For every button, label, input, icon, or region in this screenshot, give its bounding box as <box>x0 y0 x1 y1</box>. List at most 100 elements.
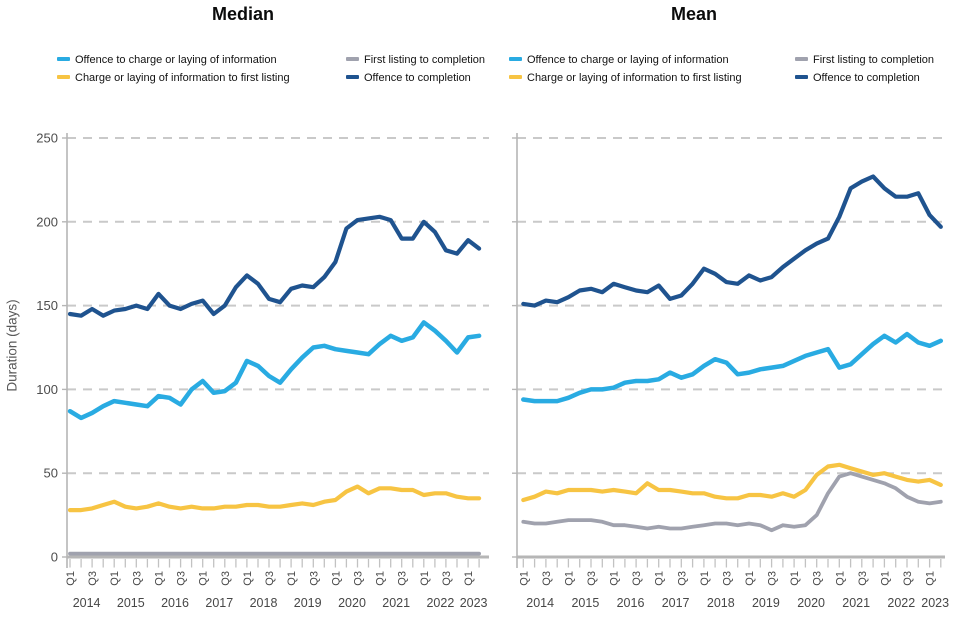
quarter-label: Q3 <box>353 571 365 586</box>
year-label: 2018 <box>250 596 278 610</box>
year-label: 2023 <box>460 596 488 610</box>
legend-item: Offence to charge or laying of informati… <box>57 54 277 68</box>
year-label: 2016 <box>617 596 645 610</box>
quarter-label: Q3 <box>87 571 99 586</box>
quarter-label: Q3 <box>131 571 143 586</box>
quarter-label: Q3 <box>586 571 598 586</box>
quarter-label: Q1 <box>109 571 121 586</box>
year-label: 2019 <box>294 596 322 610</box>
year-label: 2014 <box>73 596 101 610</box>
quarter-label: Q3 <box>176 571 188 586</box>
quarter-label: Q3 <box>767 571 779 586</box>
quarter-label: Q1 <box>654 571 666 586</box>
year-label: 2023 <box>921 596 949 610</box>
legend-label: Charge or laying of information to first… <box>75 72 290 85</box>
legend-item: Offence to completion <box>346 72 471 86</box>
quarter-label: Q3 <box>397 571 409 586</box>
legend-swatch-cyan <box>57 57 70 62</box>
quarter-label: Q1 <box>375 571 387 586</box>
legend-swatch-yellow <box>57 75 70 80</box>
y-tick-label: 100 <box>36 382 58 397</box>
quarter-label: Q3 <box>220 571 232 586</box>
quarter-label: Q1 <box>463 571 475 586</box>
quarter-label: Q3 <box>676 571 688 586</box>
series-line <box>67 214 482 318</box>
year-label: 2020 <box>797 596 825 610</box>
quarter-label: Q1 <box>879 571 891 586</box>
quarter-label: Q3 <box>441 571 453 586</box>
y-tick-label: 200 <box>36 214 58 229</box>
year-label: 2017 <box>662 596 690 610</box>
year-label: 2022 <box>426 596 454 610</box>
year-label: 2022 <box>887 596 915 610</box>
quarter-label: Q1 <box>242 571 254 586</box>
series-line <box>521 462 943 503</box>
quarter-label: Q1 <box>609 571 621 586</box>
quarter-label: Q1 <box>154 571 166 586</box>
legend-label: Offence to completion <box>813 72 920 85</box>
quarter-label: Q1 <box>789 571 801 586</box>
year-label: 2015 <box>117 596 145 610</box>
year-label: 2018 <box>707 596 735 610</box>
y-axis-label: Duration (days) <box>4 299 20 392</box>
quarter-label: Q1 <box>198 571 210 586</box>
legend-swatch-yellow <box>509 75 522 80</box>
series-line <box>67 484 482 513</box>
quarter-label: Q1 <box>518 571 530 586</box>
y-tick-label: 50 <box>44 466 58 481</box>
legend-swatch-navy <box>346 75 359 80</box>
quarter-label: Q1 <box>65 571 77 586</box>
quarter-label: Q3 <box>857 571 869 586</box>
year-label: 2015 <box>571 596 599 610</box>
year-label: 2016 <box>161 596 189 610</box>
year-label: 2017 <box>205 596 233 610</box>
year-label: 2021 <box>382 596 410 610</box>
quarter-label: Q1 <box>563 571 575 586</box>
legend-label: Offence to charge or laying of informati… <box>75 54 277 67</box>
y-tick-label: 150 <box>36 298 58 313</box>
quarter-label: Q3 <box>308 571 320 586</box>
year-label: 2020 <box>338 596 366 610</box>
quarter-label: Q3 <box>264 571 276 586</box>
year-label: 2021 <box>842 596 870 610</box>
legend-label: First listing to completion <box>364 54 486 67</box>
left-panel-title: Median <box>211 4 274 24</box>
legend-swatch-gray <box>346 57 359 62</box>
y-tick-label: 0 <box>51 550 58 565</box>
quarter-label: Q1 <box>286 571 298 586</box>
legend-label: Offence to completion <box>364 72 471 85</box>
right-panel-title: Mean <box>670 4 717 24</box>
series-line <box>521 331 944 404</box>
quarter-label: Q3 <box>631 571 643 586</box>
legend-label: First listing to completion <box>813 54 935 67</box>
legend-label: Offence to charge or laying of informati… <box>527 54 729 67</box>
series-line <box>521 471 943 533</box>
legend-item: First listing to completion <box>795 54 934 68</box>
legend-item: Offence to charge or laying of informati… <box>509 54 729 68</box>
mean-panel: Q1 Q3 Q1 Q3 Q1 Q3 Q1 Q3 Q1 Q3 Q1 Q3 Q1 Q3 Q1 Q3 Q1 Q3 Q1 20… <box>512 133 949 610</box>
legend-item: Charge or laying of information to first… <box>57 72 290 86</box>
legend-item: First listing to completion <box>346 54 485 68</box>
legend-item: Charge or laying of information to first… <box>509 72 742 86</box>
series-line <box>521 174 943 308</box>
quarter-label: Q1 <box>925 571 937 586</box>
year-label: 2014 <box>526 596 554 610</box>
legend-swatch-gray <box>795 57 808 62</box>
quarter-label: Q3 <box>541 571 553 586</box>
quarter-label: Q3 <box>721 571 733 586</box>
legend-item: Offence to completion <box>795 72 920 86</box>
y-tick-label: 250 <box>36 131 58 146</box>
series-line <box>67 320 482 421</box>
legend-swatch-navy <box>795 75 808 80</box>
legend-label: Charge or laying of information to first… <box>527 72 742 85</box>
quarter-label: Q1 <box>744 571 756 586</box>
quarter-label: Q3 <box>812 571 824 586</box>
year-label: 2019 <box>752 596 780 610</box>
median-panel: 0 50 100 150 200 250 Q1 Q3 Q1 Q3 Q1 Q3 Q1 Q3 Q1 Q3 Q1 Q3 Q… <box>36 131 489 610</box>
quarter-label: Q1 <box>419 571 431 586</box>
quarter-label: Q3 <box>902 571 914 586</box>
legend-swatch-cyan <box>509 57 522 62</box>
quarter-label: Q1 <box>834 571 846 586</box>
